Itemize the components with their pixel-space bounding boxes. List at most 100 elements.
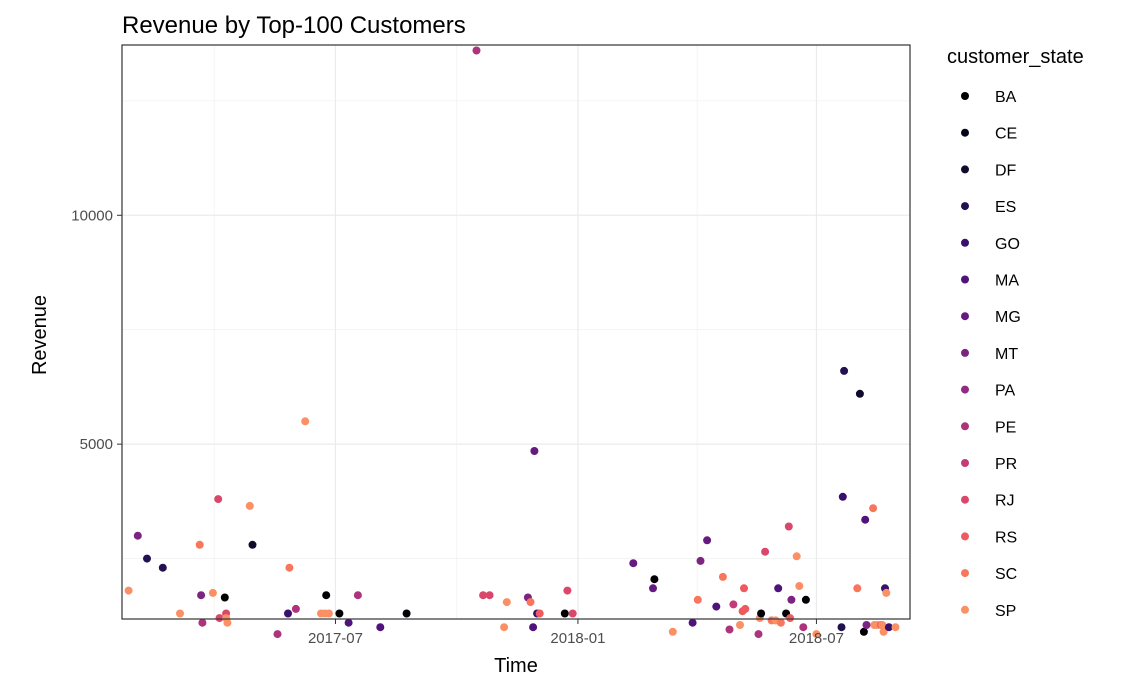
data-point-sp (223, 618, 232, 627)
data-point-sp (882, 588, 891, 597)
data-point-ba (859, 627, 868, 636)
data-point-mt (696, 556, 705, 565)
data-point-sp (812, 630, 821, 639)
legend-key-df (961, 165, 969, 174)
data-point-mt (787, 595, 796, 604)
data-point-sp (792, 552, 801, 561)
grid-lines (122, 45, 910, 619)
data-point-sp (176, 609, 184, 618)
data-point-es (143, 554, 151, 563)
data-point-sp (736, 621, 744, 629)
data-point-sc (776, 618, 785, 627)
legend-label-pe: PE (995, 419, 1016, 436)
legend-label-mg: MG (995, 309, 1021, 326)
data-point-sc (693, 595, 702, 604)
data-point-ba (335, 609, 344, 618)
data-point-mt (133, 531, 142, 540)
legend-key-mg (961, 312, 969, 321)
legend-key-sp (961, 605, 969, 614)
data-point-ma (688, 618, 697, 627)
data-point-df (855, 389, 864, 398)
data-point-ba (220, 593, 229, 602)
legend-label-pr: PR (995, 456, 1017, 473)
data-point-mg (530, 447, 539, 455)
x-axis-title: Time (494, 655, 538, 677)
legend: customer_state BA CE DF ES GO MA MG MT PA PE PR RJ R… (947, 46, 1084, 620)
data-point-pe (353, 591, 362, 600)
x-tick-label: 2018-01 (550, 630, 605, 647)
y-tick-label: 5000 (80, 436, 113, 453)
data-point-pe (472, 46, 481, 55)
data-point-sp (879, 627, 888, 636)
data-point-sc (285, 563, 294, 572)
data-point-ma (712, 602, 721, 611)
data-point-ma (376, 623, 385, 632)
data-point-sp (301, 417, 310, 426)
data-point-ma (774, 584, 783, 593)
legend-key-pe (961, 422, 969, 431)
y-axis-title: Revenue (29, 295, 51, 375)
plot-panel (121, 44, 911, 620)
data-point-sc (869, 504, 878, 513)
data-point-ba (650, 575, 659, 584)
data-point-rs (740, 584, 748, 593)
data-point-rj (563, 586, 572, 595)
data-point-sc (853, 584, 862, 593)
legend-key-mt (961, 348, 969, 357)
chart-title: Revenue by Top-100 Customers (122, 12, 466, 39)
legend-key-pr (961, 459, 969, 467)
data-point-sc (195, 540, 204, 549)
data-point-go (884, 623, 893, 632)
data-point-es (158, 563, 167, 572)
data-point-sp (891, 623, 900, 632)
data-point-sc (526, 598, 535, 607)
data-point-ba (322, 591, 331, 600)
data-point-df (248, 540, 257, 549)
legend-key-ba (961, 92, 969, 100)
x-tick-label: 2017-07 (308, 630, 363, 647)
legend-label-pa: PA (995, 383, 1015, 400)
legend-label-ma: MA (995, 273, 1019, 290)
data-point-mt (197, 591, 206, 600)
data-point-ba (801, 595, 810, 604)
data-point-rs (786, 614, 795, 623)
data-point-rj (761, 547, 770, 556)
data-point-go (838, 492, 847, 501)
data-point-ma (344, 618, 353, 627)
data-point-ba (560, 609, 569, 618)
data-point-rj (479, 591, 488, 600)
data-point-rj (784, 522, 793, 531)
data-point-ba (757, 609, 766, 618)
legend-key-sc (961, 569, 969, 578)
legend-key-pa (961, 385, 969, 394)
legend-key-ma (961, 275, 969, 284)
data-point-go (284, 609, 292, 618)
data-point-rj (215, 614, 224, 623)
data-point-sp (208, 588, 217, 597)
data-point-ma (529, 623, 538, 632)
data-point-rs (535, 609, 544, 618)
data-point-mg (629, 559, 638, 568)
data-point-pe (273, 630, 282, 639)
legend-label-df: DF (995, 162, 1017, 179)
data-point-ma (861, 515, 870, 524)
data-point-sp (668, 627, 677, 636)
data-point-rj (214, 495, 223, 504)
data-point-pe (291, 604, 300, 613)
data-point-pe (754, 630, 763, 639)
data-point-mt (862, 621, 871, 629)
data-point-es (837, 623, 846, 632)
legend-label-go: GO (995, 236, 1020, 253)
legend-key-es (961, 202, 969, 211)
data-point-sp (124, 586, 133, 595)
data-point-sp (795, 582, 804, 590)
data-point-es (840, 366, 849, 375)
legend-label-ba: BA (995, 89, 1017, 106)
legend-key-ce (961, 128, 969, 137)
legend-key-rj (961, 495, 969, 504)
legend-label-sp: SP (995, 603, 1016, 620)
data-point-rs (741, 604, 750, 613)
data-point-pe (725, 625, 734, 634)
data-point-pr (729, 600, 738, 609)
data-point-mg (703, 536, 712, 545)
